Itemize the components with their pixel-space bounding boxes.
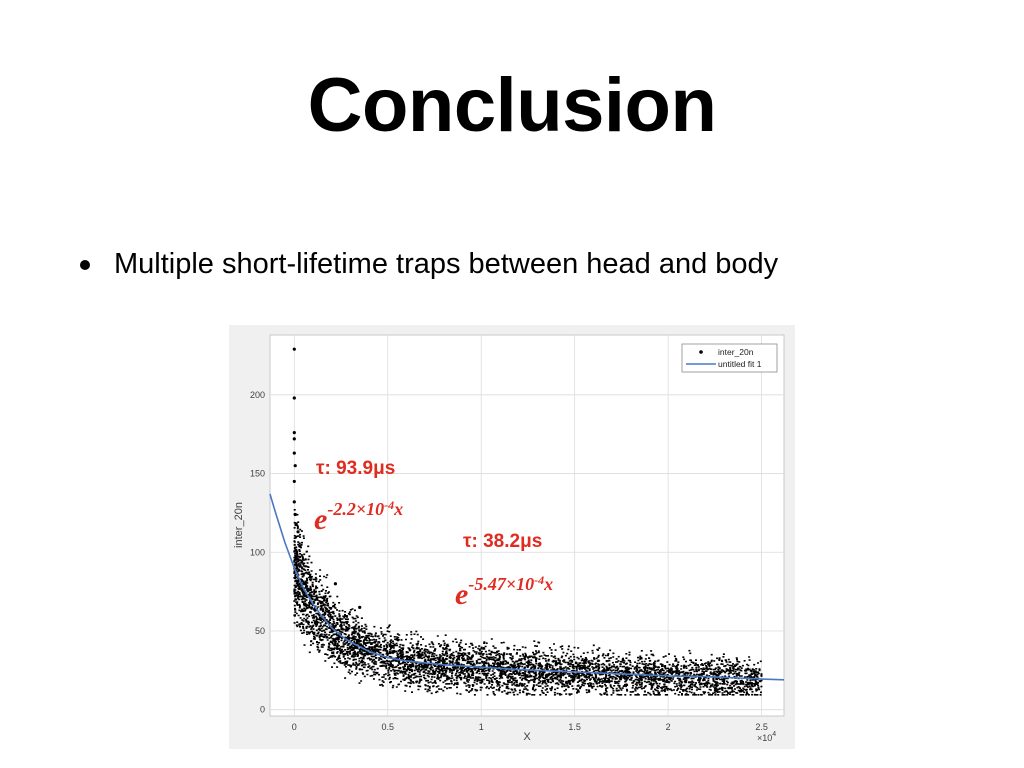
annotation-2-tau: τ: 38.2μs (463, 531, 542, 552)
annotation-1-base: e (314, 503, 327, 536)
plot-area (269, 334, 785, 717)
bullet-dot (80, 259, 90, 270)
scatter-chart: 0 0.5 1 1.5 2 2.5 0 50 100 150 200 X inter_20n ×10… (233, 334, 785, 743)
x-exponent-label: ×104 (757, 731, 776, 743)
bullet-item: Multiple short-lifetime traps between he… (80, 248, 778, 281)
y-axis-title: inter_20n (233, 502, 245, 548)
scatter-point (292, 437, 296, 441)
y-tick-label: 100 (250, 547, 265, 557)
x-tick-label: 0.5 (381, 722, 394, 732)
scatter-point (292, 479, 296, 484)
annotation-1: τ: 93.9μs e-2.2×10-4x (314, 458, 403, 536)
y-tick-label: 150 (250, 469, 265, 479)
legend: inter_20n untitled fit 1 (681, 343, 778, 373)
annotation-2-formula: e-5.47×10-4x (455, 573, 553, 611)
annotation-1-tau: τ: 93.9μs (316, 458, 395, 479)
scatter-point (358, 605, 362, 609)
annotation-2-exponent-power: -4 (534, 573, 544, 587)
bullet-text: Multiple short-lifetime traps between he… (114, 248, 779, 280)
scatter-point (292, 347, 296, 351)
annotation-1-formula: e-2.2×10-4x (314, 498, 403, 536)
y-tick-label: 200 (250, 390, 265, 400)
annotation-1-exponent: -2.2×10 (327, 499, 384, 519)
x-tick-label: 2.5 (755, 722, 768, 732)
legend-box (681, 343, 778, 373)
annotation-1-exponent-power: -4 (384, 498, 394, 512)
slide-title: Conclusion (307, 63, 717, 148)
annotation-2-exponent: -5.47×10 (468, 574, 534, 594)
scatter-point (293, 464, 297, 468)
scatter-point (333, 582, 338, 586)
y-tick-label: 0 (260, 705, 265, 715)
legend-marker-points (699, 350, 703, 354)
fit-line-path (269, 493, 785, 681)
grid-lines (270, 335, 784, 716)
annotation-2-base: e (455, 578, 468, 611)
scatter-point (294, 522, 298, 526)
x-tick-label: 2 (666, 722, 671, 732)
scatter-point (292, 500, 296, 504)
scatter-outliers (292, 347, 362, 609)
x-exponent-power: 4 (772, 731, 776, 738)
scatter-point (298, 544, 302, 548)
x-tick-label: 0 (292, 722, 297, 732)
tick-labels: 0 0.5 1 1.5 2 2.5 0 50 100 150 200 (250, 390, 768, 732)
scatter-point (293, 512, 297, 517)
y-tick-label: 50 (255, 626, 265, 636)
scatter-point (296, 530, 300, 534)
annotation-1-variable: x (393, 499, 403, 519)
fit-line (269, 493, 785, 681)
legend-label-fit: untitled fit 1 (718, 359, 762, 369)
chart-figure: 0 0.5 1 1.5 2 2.5 0 50 100 150 200 X inter_20n ×10… (229, 325, 795, 749)
scatter-point (292, 431, 296, 435)
scatter-point (292, 396, 296, 400)
x-tick-label: 1.5 (568, 722, 581, 732)
annotation-2: τ: 38.2μs e-5.47×10-4x (455, 531, 553, 611)
annotation-2-variable: x (543, 574, 553, 594)
x-tick-label: 1 (479, 722, 484, 732)
scatter-point (292, 451, 296, 455)
x-axis-title: X (523, 731, 531, 743)
x-exponent-base: ×10 (757, 733, 772, 743)
legend-label-points: inter_20n (718, 347, 754, 357)
